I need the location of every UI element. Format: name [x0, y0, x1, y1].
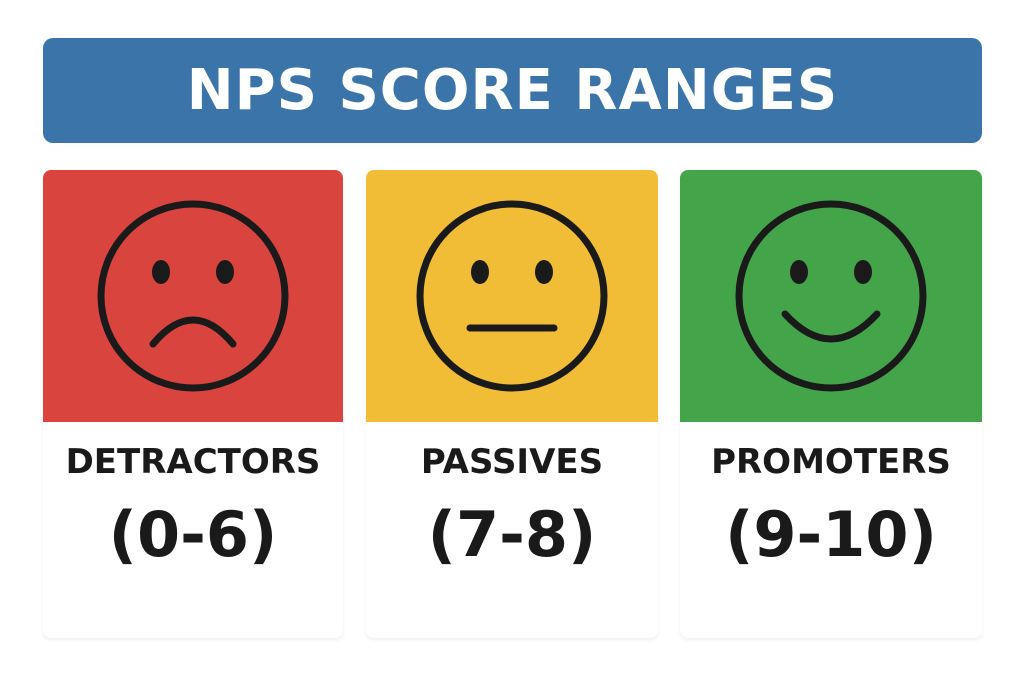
passives-label: PASSIVES: [420, 442, 604, 482]
title-banner: NPS SCORE RANGES: [43, 38, 982, 143]
detractors-color-panel: [43, 170, 343, 422]
sad-face-icon: [93, 196, 293, 396]
detractors-range: (0-6): [108, 498, 278, 571]
promoters-card: PROMOTERS (9-10): [680, 170, 982, 638]
page-title: NPS SCORE RANGES: [186, 58, 839, 123]
detractors-card: DETRACTORS (0-6): [43, 170, 343, 638]
promoters-label: PROMOTERS: [711, 442, 951, 482]
passives-range: (7-8): [427, 498, 597, 571]
neutral-face-icon: [412, 196, 612, 396]
passives-color-panel: [366, 170, 658, 422]
promoters-range: (9-10): [725, 498, 937, 571]
promoters-color-panel: [680, 170, 982, 422]
detractors-label: DETRACTORS: [65, 442, 321, 482]
happy-face-icon: [731, 196, 931, 396]
passives-card: PASSIVES (7-8): [366, 170, 658, 638]
